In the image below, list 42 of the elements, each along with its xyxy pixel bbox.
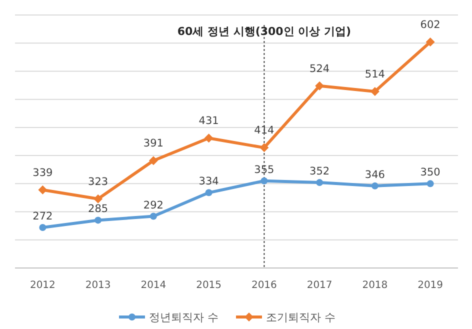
data-label: 272: [32, 210, 53, 223]
point: [316, 179, 324, 186]
data-label: 352: [310, 166, 330, 178]
data-label: 285: [88, 203, 108, 216]
point: [150, 212, 157, 220]
data-label: 292: [143, 199, 164, 212]
x-tick-label: 2016: [251, 280, 277, 291]
x-tick-label: 2013: [85, 280, 111, 291]
data-label: 524: [310, 62, 330, 75]
data-label: 323: [88, 176, 108, 188]
data-label: 602: [420, 18, 440, 31]
point: [38, 185, 48, 194]
ref-line-label: 60세 정년 시행(300인 이상 기업): [177, 25, 352, 38]
data-label: 339: [32, 166, 53, 179]
point: [426, 37, 435, 46]
point: [204, 134, 214, 143]
point: [205, 189, 212, 196]
point: [260, 143, 269, 152]
x-tick-label: 2014: [140, 280, 166, 291]
data-label: 350: [420, 166, 440, 179]
x-tick-label: 2018: [362, 280, 388, 291]
x-tick-label: 2015: [196, 280, 222, 291]
data-label: 391: [143, 138, 164, 150]
point: [426, 180, 434, 188]
data-label: 346: [364, 168, 386, 181]
x-tick-label: 2019: [418, 280, 444, 291]
data-label: 514: [364, 68, 386, 80]
legend-label: 정년퇴직자 수: [149, 311, 218, 324]
point: [260, 177, 268, 184]
point: [94, 194, 103, 204]
x-tick-label: 2017: [306, 280, 332, 291]
x-tick-label: 2012: [30, 280, 56, 291]
data-label: 431: [198, 115, 219, 128]
data-label: 355: [254, 164, 274, 176]
point: [94, 216, 102, 224]
legend-label: 조기퇴직자 수: [266, 311, 336, 324]
data-label: 334: [198, 176, 220, 188]
point: [148, 156, 158, 166]
point: [371, 182, 378, 190]
data-label: 414: [254, 124, 275, 137]
point: [315, 81, 324, 90]
point: [39, 224, 46, 232]
